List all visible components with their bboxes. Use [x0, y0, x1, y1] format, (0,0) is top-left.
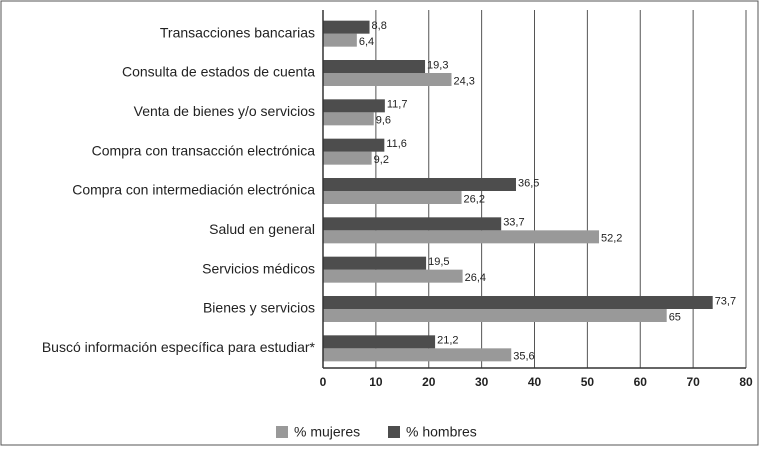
- bar: [323, 60, 426, 73]
- y-tick-label: Compra con intermediación electrónica: [72, 182, 315, 198]
- legend-swatch: [388, 426, 400, 438]
- value-label: 36,5: [518, 177, 539, 189]
- legend-label: % hombres: [406, 424, 477, 440]
- value-label: 73,7: [715, 295, 736, 307]
- bar: [323, 335, 436, 349]
- value-label: 9,2: [374, 154, 389, 166]
- legend-label: % mujeres: [294, 424, 360, 440]
- bar: [323, 73, 452, 86]
- bar: [323, 20, 370, 34]
- bar: [323, 151, 372, 165]
- value-label: 52,2: [601, 233, 622, 245]
- value-label: 19,5: [428, 256, 449, 268]
- x-tick-label: 70: [686, 375, 700, 389]
- x-tick-label: 60: [634, 375, 648, 389]
- x-tick-label: 10: [369, 375, 383, 389]
- bar: [323, 178, 516, 191]
- bar: [323, 269, 463, 283]
- value-label: 9,6: [376, 115, 391, 127]
- value-label: 24,3: [453, 75, 474, 87]
- y-tick-label: Servicios médicos: [202, 260, 315, 276]
- y-tick-label: Venta de bienes y/o servicios: [134, 103, 315, 119]
- bar: [323, 309, 667, 322]
- value-label: 33,7: [503, 217, 524, 229]
- y-tick-label: Bienes y servicios: [203, 300, 315, 316]
- y-tick-label: Transacciones bancarias: [160, 24, 315, 40]
- bar: [323, 112, 374, 126]
- bar: [323, 191, 462, 204]
- value-label: 26,2: [464, 193, 485, 205]
- x-tick-label: 50: [581, 375, 595, 389]
- x-tick-label: 20: [422, 375, 436, 389]
- bar: [323, 138, 385, 152]
- y-tick-label: Salud en general: [209, 221, 315, 237]
- x-tick-label: 30: [475, 375, 489, 389]
- legend-swatch: [276, 426, 288, 438]
- value-label: 11,7: [387, 99, 408, 111]
- y-tick-label: Compra con transacción electrónica: [92, 142, 316, 158]
- y-tick-label: Buscó información específica para estudi…: [42, 339, 316, 355]
- value-label: 8,8: [372, 20, 387, 32]
- bar: [323, 230, 600, 244]
- bar: [323, 99, 385, 113]
- value-label: 11,6: [386, 138, 407, 150]
- value-label: 19,3: [427, 59, 448, 71]
- bar: [323, 256, 427, 270]
- x-tick-label: 40: [528, 375, 542, 389]
- value-label: 65: [669, 311, 681, 323]
- value-label: 6,4: [359, 36, 374, 48]
- bar: [323, 33, 357, 47]
- x-tick-label: 80: [739, 375, 753, 389]
- x-tick-label: 0: [320, 375, 327, 389]
- bar: [323, 217, 502, 231]
- bar: [323, 296, 713, 309]
- y-tick-label: Consulta de estados de cuenta: [122, 64, 315, 80]
- value-label: 26,4: [465, 272, 486, 284]
- value-label: 35,6: [513, 351, 534, 363]
- value-label: 21,2: [437, 335, 458, 347]
- bar: [323, 348, 512, 362]
